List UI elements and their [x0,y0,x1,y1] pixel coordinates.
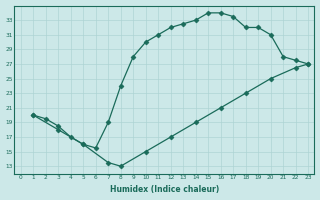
X-axis label: Humidex (Indice chaleur): Humidex (Indice chaleur) [110,185,219,194]
